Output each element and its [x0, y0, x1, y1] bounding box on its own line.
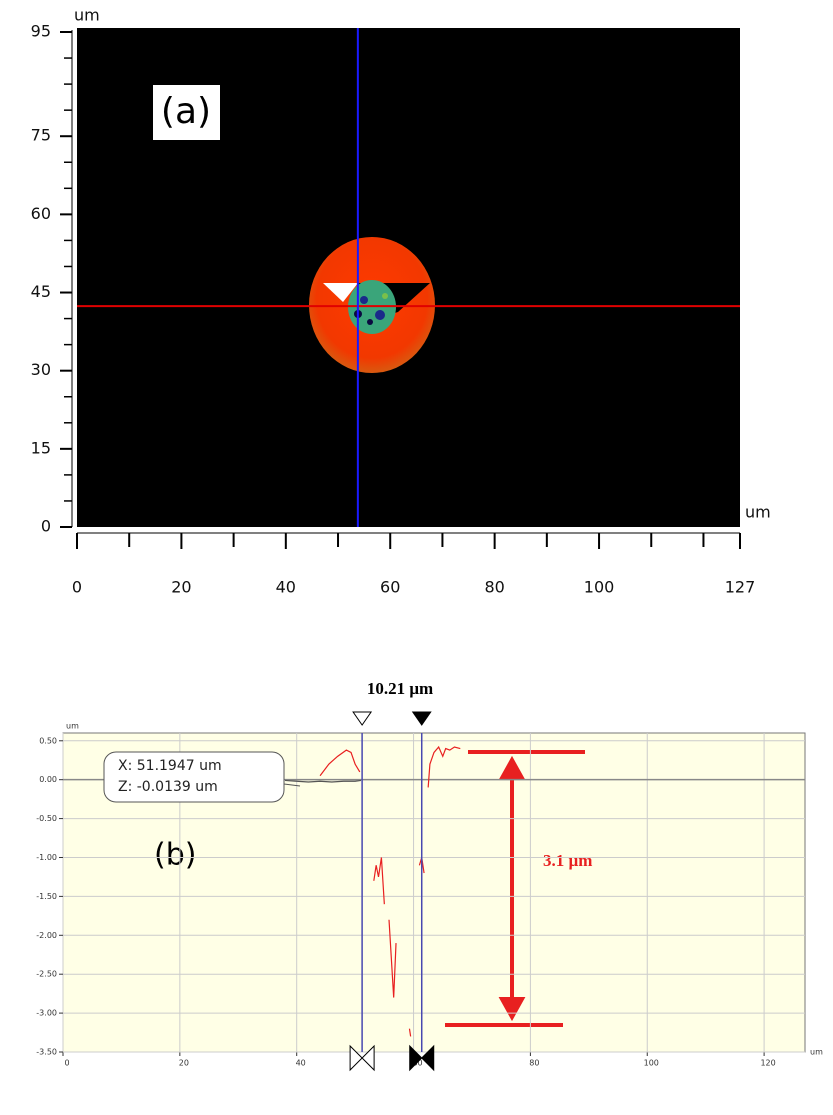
x-tick-label: 100: [584, 578, 615, 597]
y-tick-label: 45: [31, 282, 51, 301]
y-tick-label: 75: [31, 126, 51, 145]
x-tick-label: 20: [179, 1059, 189, 1068]
panel-label: (a): [161, 91, 211, 132]
y-unit: um: [66, 722, 79, 731]
y-tick-label: -2.00: [36, 931, 57, 940]
y-tick-label: 15: [31, 438, 51, 457]
surface-feature: [309, 237, 435, 373]
x-tick-label: 0: [64, 1059, 69, 1068]
y-tick-label: -3.50: [36, 1048, 57, 1057]
distance-label: 10.21 μm: [367, 679, 433, 698]
readout-text: Z: -0.0139 um: [118, 779, 218, 795]
figure: (a) um um um um (b) 10.21 μm 3.1 µm 0 20 4…: [0, 0, 833, 1115]
panel-label: (b): [154, 838, 196, 873]
y-tick-label: -0.50: [36, 814, 57, 823]
y-tick-label: -2.50: [36, 970, 57, 979]
cursor-marker: [353, 712, 371, 725]
y-tick-label: -3.00: [36, 1009, 57, 1018]
x-tick-label: 40: [276, 578, 296, 597]
x-tick-label: 60: [380, 578, 400, 597]
x-tick-label: 127: [725, 578, 756, 597]
x-tick-label: 0: [72, 578, 82, 597]
x-unit: um: [745, 503, 771, 522]
y-tick-label: 0: [41, 517, 51, 536]
y-tick-label: -1.50: [36, 892, 57, 901]
x-tick-label: 40: [296, 1059, 306, 1068]
y-tick-label: 0.50: [39, 736, 57, 745]
x-tick-label: 20: [171, 578, 191, 597]
x-unit: um: [810, 1048, 823, 1057]
y-tick-label: 60: [31, 204, 51, 223]
x-tick-label: 80: [529, 1059, 539, 1068]
y-tick-label: -1.00: [36, 853, 57, 862]
height-label: 3.1 µm: [543, 851, 592, 870]
y-tick-label: 0.00: [39, 775, 57, 784]
y-unit: um: [74, 6, 100, 25]
x-tick-label: 100: [644, 1059, 659, 1068]
y-tick-label: 95: [31, 22, 51, 41]
cursor-marker: [413, 712, 431, 725]
x-tick-label: 80: [484, 578, 504, 597]
y-tick-label: 30: [31, 360, 51, 379]
x-tick-label: 120: [760, 1059, 775, 1068]
readout-text: X: 51.1947 um: [118, 758, 222, 774]
